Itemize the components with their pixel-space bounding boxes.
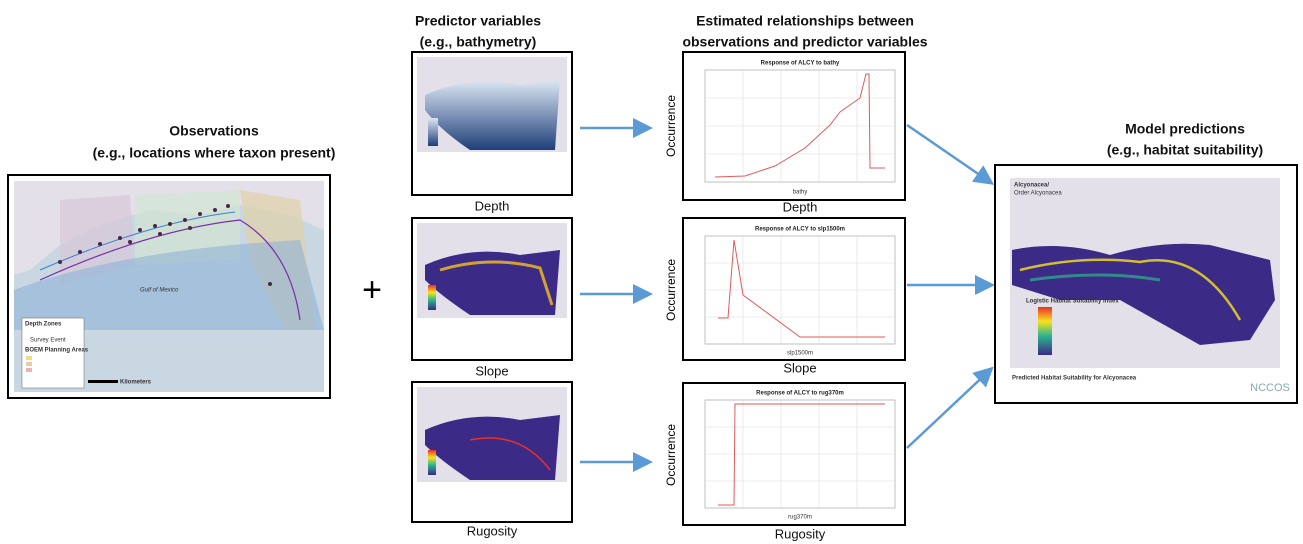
- legend-entry: Survey Event: [30, 338, 66, 344]
- x-label: bathy: [793, 190, 808, 196]
- title: Estimated relationships between: [696, 13, 914, 29]
- plot-title: Response of ALCY to rug370m: [756, 391, 844, 397]
- plot: Response of ALCY to bathy bathy Occurren…: [664, 51, 906, 201]
- plot-title: Response of ALCY to bathy: [761, 61, 840, 67]
- map-footer: Predicted Habitat Suitability for Alcyon…: [1012, 376, 1137, 382]
- caption: Depth: [783, 199, 818, 214]
- plot-title: Response of ALCY to slp1500m: [755, 227, 845, 233]
- plot: Response of ALCY to slp1500m slp1500m Oc…: [664, 217, 906, 361]
- map-title: Alcyonacea/: [1014, 183, 1049, 189]
- y-label: Occurrence: [664, 424, 678, 486]
- title: Predictor variables: [415, 13, 541, 29]
- caption: Rugosity: [775, 526, 826, 541]
- caption: Depth: [475, 198, 510, 213]
- title: observations and predictor variables: [682, 34, 927, 50]
- y-label: Occurrence: [664, 259, 678, 321]
- scale-unit: Kilometers: [120, 380, 152, 386]
- observation-map: Gulf of Mexico Depth Zones Survey Event …: [7, 174, 331, 399]
- depth-map: [411, 51, 573, 196]
- x-label: rug370m: [788, 515, 812, 521]
- y-label: Occurrence: [664, 95, 678, 157]
- x-label: slp1500m: [787, 351, 813, 357]
- caption: Slope: [475, 363, 508, 378]
- title: (e.g., habitat suitability): [1107, 142, 1263, 158]
- prediction-map: Alcyonacea/ Order Alcyonacea Logistic Ha…: [994, 164, 1298, 404]
- legend-title: BOEM Planning Areas: [25, 348, 89, 354]
- legend-title: Logistic Habitat Suitability Index: [1026, 299, 1119, 305]
- logo: NCCOS: [1250, 382, 1290, 394]
- title: (e.g., bathymetry): [420, 34, 537, 50]
- title: (e.g., locations where taxon present): [93, 145, 336, 161]
- map-title: Order Alcyonacea: [1014, 191, 1062, 197]
- slope-map: [411, 217, 573, 361]
- arrows: [580, 118, 995, 472]
- title: Model predictions: [1125, 121, 1245, 137]
- legend-title: Depth Zones: [25, 322, 62, 328]
- caption: Slope: [783, 360, 816, 375]
- rugosity-map: [411, 381, 573, 523]
- plus: +: [362, 271, 382, 309]
- plot: Response of ALCY to rug370m rug370m Occu…: [664, 382, 906, 526]
- caption: Rugosity: [467, 523, 518, 538]
- title: Observations: [169, 123, 259, 139]
- map-label: Gulf of Mexico: [140, 288, 179, 294]
